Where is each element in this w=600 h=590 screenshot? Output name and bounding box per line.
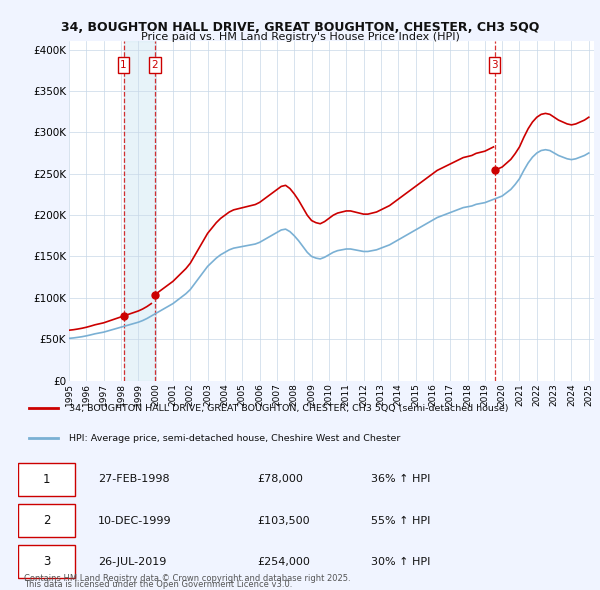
FancyBboxPatch shape bbox=[18, 463, 75, 496]
Text: £254,000: £254,000 bbox=[257, 557, 310, 567]
Text: 1: 1 bbox=[120, 60, 127, 70]
Text: 34, BOUGHTON HALL DRIVE, GREAT BOUGHTON, CHESTER, CH3 5QQ: 34, BOUGHTON HALL DRIVE, GREAT BOUGHTON,… bbox=[61, 21, 539, 34]
Text: Contains HM Land Registry data © Crown copyright and database right 2025.: Contains HM Land Registry data © Crown c… bbox=[24, 574, 350, 583]
Text: 3: 3 bbox=[43, 555, 50, 569]
Text: 1: 1 bbox=[43, 473, 50, 486]
FancyBboxPatch shape bbox=[18, 546, 75, 578]
FancyBboxPatch shape bbox=[18, 504, 75, 537]
Text: Price paid vs. HM Land Registry's House Price Index (HPI): Price paid vs. HM Land Registry's House … bbox=[140, 32, 460, 42]
Text: 2: 2 bbox=[43, 514, 50, 527]
Text: £103,500: £103,500 bbox=[257, 516, 310, 526]
Text: HPI: Average price, semi-detached house, Cheshire West and Chester: HPI: Average price, semi-detached house,… bbox=[70, 434, 401, 442]
Text: £78,000: £78,000 bbox=[257, 474, 303, 484]
Text: 36% ↑ HPI: 36% ↑ HPI bbox=[371, 474, 431, 484]
Text: 2: 2 bbox=[151, 60, 158, 70]
Text: 3: 3 bbox=[491, 60, 498, 70]
Text: 55% ↑ HPI: 55% ↑ HPI bbox=[371, 516, 431, 526]
Text: 27-FEB-1998: 27-FEB-1998 bbox=[98, 474, 169, 484]
Text: 26-JUL-2019: 26-JUL-2019 bbox=[98, 557, 166, 567]
Text: 30% ↑ HPI: 30% ↑ HPI bbox=[371, 557, 431, 567]
Polygon shape bbox=[124, 41, 155, 381]
Text: 10-DEC-1999: 10-DEC-1999 bbox=[98, 516, 172, 526]
Text: This data is licensed under the Open Government Licence v3.0.: This data is licensed under the Open Gov… bbox=[24, 581, 292, 589]
Text: 34, BOUGHTON HALL DRIVE, GREAT BOUGHTON, CHESTER, CH3 5QQ (semi-detached house): 34, BOUGHTON HALL DRIVE, GREAT BOUGHTON,… bbox=[70, 404, 509, 413]
